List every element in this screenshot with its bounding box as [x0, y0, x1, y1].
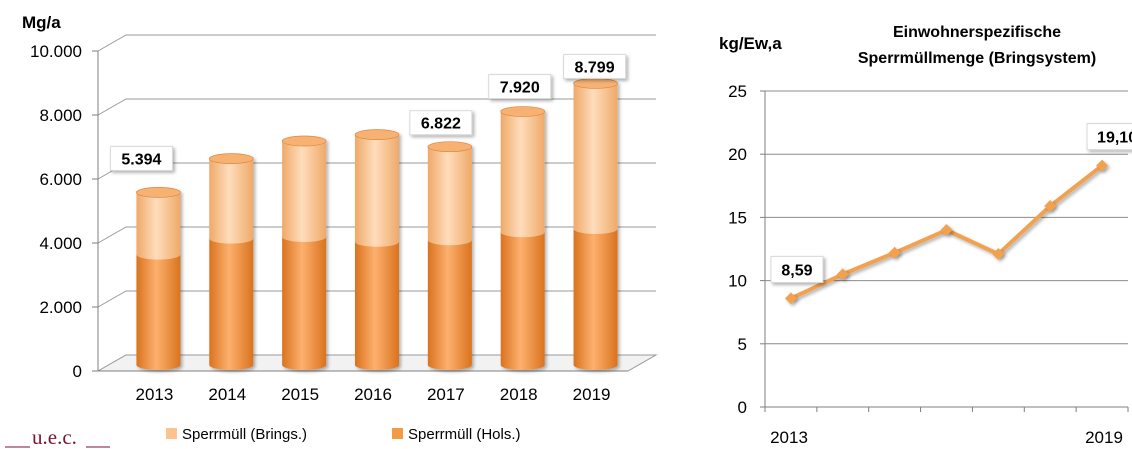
- bar-column-2019: [574, 78, 618, 370]
- line-point-marker: [941, 224, 953, 236]
- legend-swatch-hols: [392, 428, 403, 439]
- line-ytick-label: 0: [738, 398, 747, 417]
- bar-segment-brings: [574, 83, 618, 234]
- bar-column-2017: [428, 142, 472, 370]
- bar-data-label-2017: 6.822: [410, 111, 472, 135]
- bar-ytick-label: 10.000: [30, 42, 82, 61]
- bar-gridline: [98, 35, 656, 51]
- bar-segment-hols: [209, 234, 253, 370]
- bar-y-unit: Mg/a: [22, 13, 61, 32]
- bar-ytick-label: 8.000: [39, 106, 82, 125]
- bar-top-cap: [574, 78, 618, 88]
- line-ytick-label: 25: [728, 82, 747, 101]
- uec-logo: u.e.c.: [5, 425, 110, 449]
- bar-segment-brings: [136, 192, 180, 259]
- legend-label: Sperrmüll (Brings.): [182, 426, 307, 443]
- bar-xtick-label: 2015: [281, 385, 319, 404]
- bar-xtick-label: 2016: [354, 385, 392, 404]
- bar-top-cap: [428, 142, 472, 152]
- bar-segment-brings: [209, 159, 253, 244]
- bar-data-label: 5.394: [121, 151, 161, 168]
- line-data-label-0: 8,59: [771, 256, 823, 282]
- bar-data-label-2019: 8.799: [564, 54, 626, 78]
- line-xtick-label: 2019: [1085, 428, 1123, 447]
- bar-xtick-label: 2017: [427, 385, 465, 404]
- bar-ytick-label: 4.000: [39, 234, 82, 253]
- bar-segment-hols: [136, 250, 180, 370]
- bar-ytick-label: 2.000: [39, 298, 82, 317]
- bar-top-cap: [501, 107, 545, 117]
- bar-column-2018: [501, 107, 545, 370]
- bar-xtick-label: 2014: [208, 385, 246, 404]
- bar-data-label-2018: 7.920: [489, 75, 551, 99]
- bar-segment-hols: [282, 232, 326, 370]
- line-point-marker: [785, 292, 797, 304]
- line-title-line: Sperrmüllmenge (Bringsystem): [858, 50, 1096, 67]
- legend-swatch-brings: [166, 428, 177, 439]
- bar-data-label: 8.799: [575, 59, 615, 76]
- bar-ytick-label: 6.000: [39, 170, 82, 189]
- line-y-unit: kg/Ew,a: [719, 34, 782, 53]
- bar-top-cap: [209, 154, 253, 164]
- bar-column-2015: [282, 136, 326, 370]
- bar-data-label: 6.822: [421, 116, 461, 133]
- bar-segment-hols: [501, 227, 545, 370]
- bar-column-2013: [136, 187, 180, 370]
- bar-segment-brings: [282, 141, 326, 242]
- bar-segment-brings: [355, 135, 399, 247]
- bar-segment-brings: [501, 112, 545, 238]
- bar-column-2016: [355, 130, 399, 370]
- bar-segment-brings: [428, 147, 472, 246]
- bar-top-cap: [355, 130, 399, 140]
- uec-logo-text: u.e.c.: [32, 425, 77, 449]
- line-point-marker: [889, 247, 901, 259]
- line-ytick-label: 10: [728, 272, 747, 291]
- legend-label: Sperrmüll (Hols.): [408, 426, 521, 443]
- line-xtick-label: 2013: [770, 428, 808, 447]
- bar-segment-hols: [574, 224, 618, 370]
- line-point-marker: [837, 268, 849, 280]
- bar-top-cap: [282, 136, 326, 146]
- bar-top-cap: [136, 187, 180, 197]
- bar-segment-hols: [355, 237, 399, 370]
- bar-segment-hols: [428, 235, 472, 370]
- bar-xtick-label: 2018: [500, 385, 538, 404]
- line-data-label: 19,10: [1097, 130, 1132, 147]
- bar-gridline: [98, 99, 656, 115]
- bar-xtick-label: 2019: [573, 385, 611, 404]
- bar-data-label-2013: 5.394: [110, 146, 172, 170]
- bar-column-2014: [209, 154, 253, 370]
- line-data-label: 8,59: [781, 262, 812, 279]
- line-ytick-label: 15: [728, 208, 747, 227]
- line-ytick-label: 5: [738, 335, 747, 354]
- line-title-line: Einwohnerspezifische: [893, 24, 1061, 41]
- line-ytick-label: 20: [728, 145, 747, 164]
- bar-ytick-label: 0: [73, 362, 82, 381]
- line-data-label-1: 19,10: [1087, 124, 1132, 150]
- bar-data-label: 7.920: [500, 80, 540, 97]
- bar-xtick-label: 2013: [136, 385, 174, 404]
